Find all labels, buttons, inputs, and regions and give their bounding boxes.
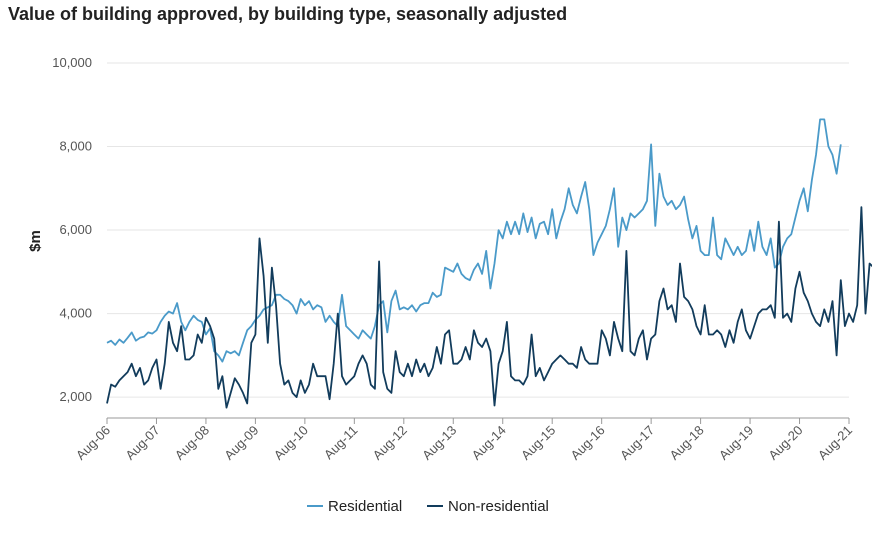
- x-tick-label: Aug-18: [666, 423, 706, 463]
- chart-title: Value of building approved, by building …: [8, 4, 568, 24]
- y-axis-label: $m: [27, 230, 44, 252]
- x-tick-label: Aug-08: [172, 423, 212, 463]
- grid-layer: [107, 62, 849, 398]
- x-tick-label: Aug-06: [73, 423, 113, 463]
- x-tick-label: Aug-17: [617, 423, 657, 463]
- y-tick-label: 10,000: [52, 55, 92, 70]
- x-tick-label: Aug-19: [716, 423, 756, 463]
- y-tick-label: 2,000: [59, 389, 92, 404]
- x-tick-label: Aug-21: [815, 423, 855, 463]
- x-tick-label: Aug-09: [221, 423, 261, 463]
- y-tick-label: 4,000: [59, 306, 92, 321]
- x-tick-label: Aug-10: [271, 423, 311, 463]
- legend-label[interactable]: Non-residential: [448, 498, 549, 515]
- series-line-non-residential: [106, 206, 872, 409]
- x-tick-label: Aug-20: [765, 423, 805, 463]
- x-tick-label: Aug-15: [518, 423, 558, 463]
- x-tick-label: Aug-11: [321, 423, 361, 463]
- legend: Residential Non-residential: [307, 498, 549, 515]
- series-line-residential: [106, 118, 842, 363]
- x-tick-label: Aug-16: [568, 423, 608, 463]
- x-tick-label: Aug-13: [419, 423, 459, 463]
- x-tick-label: Aug-12: [370, 423, 410, 463]
- y-tick-label: 6,000: [59, 222, 92, 237]
- legend-label[interactable]: Residential: [328, 498, 402, 515]
- x-tick-label: Aug-14: [469, 423, 509, 463]
- y-tick-label: 8,000: [59, 139, 92, 154]
- series-layer: [106, 118, 872, 409]
- x-tick-label: Aug-07: [122, 423, 162, 463]
